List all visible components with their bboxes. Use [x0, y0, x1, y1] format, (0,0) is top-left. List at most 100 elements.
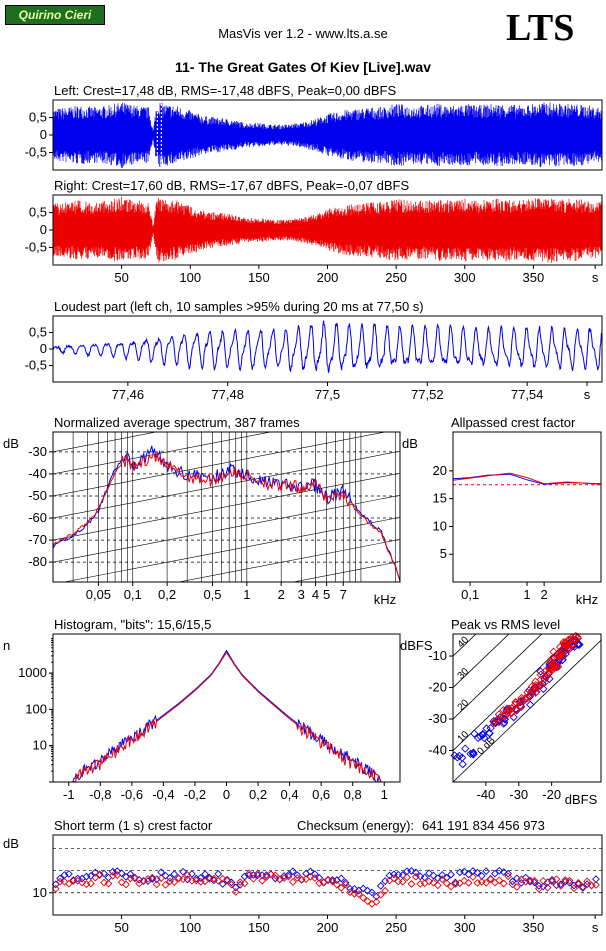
- short-term-crest-point: [359, 893, 368, 902]
- short-term-crest-point: [570, 884, 578, 893]
- short-term-crest-point: [328, 877, 337, 886]
- short-term-crest-point: [592, 880, 600, 889]
- short-term-crest-point: [578, 883, 587, 891]
- allpass-crest-ytick-label: 5: [440, 546, 447, 561]
- waveform-right-ytick-label: 0,5: [29, 205, 47, 220]
- short-term-crest-point: [482, 878, 491, 887]
- short-term-crest-point: [65, 870, 73, 878]
- artist-badge: Quirino Cieri: [5, 5, 105, 25]
- short-term-crest-point: [368, 888, 376, 897]
- spectrum-slope-line: [53, 472, 400, 541]
- short-term-crest-point: [504, 872, 513, 881]
- waveform-right-xtick-label: 150: [248, 270, 270, 285]
- short-term-crest-point: [201, 870, 209, 879]
- peak-vs-rms-point: [461, 744, 470, 753]
- spectrum-slope-line: [53, 606, 400, 673]
- short-term-crest-point: [218, 880, 227, 888]
- peak-vs-rms-point: [567, 640, 577, 649]
- histogram-xtick-label: -1: [63, 787, 75, 802]
- allpass-crest-xtick-label: 2: [541, 587, 548, 602]
- spectrum-xtick-label: 1: [243, 587, 250, 602]
- histogram-xtick-label: 0,2: [249, 787, 267, 802]
- short-term-crest-ytick-label: 10: [33, 885, 47, 900]
- short-term-crest-point: [372, 897, 381, 906]
- peak-vs-rms-point: [526, 700, 535, 709]
- histogram-ytick-label: 10: [33, 738, 47, 753]
- short-term-crest-point: [104, 879, 113, 888]
- short-term-crest-point: [469, 873, 477, 881]
- waveform-left-ytick-label: 0,5: [29, 110, 47, 125]
- short-term-crest-xtick-label: 250: [385, 920, 407, 935]
- short-term-crest-point: [284, 870, 293, 879]
- allpass-crest-ytick-label: 20: [433, 463, 447, 478]
- histogram-ytick-label: 100: [25, 701, 47, 716]
- short-term-crest-point: [271, 871, 280, 880]
- short-term-crest-point: [310, 874, 319, 882]
- spectrum-slope-line: [177, 539, 400, 582]
- loudest-part-ytick-label: 0,5: [29, 325, 47, 340]
- allpass-crest-title: Allpassed crest factor: [451, 415, 576, 430]
- peak-vs-rms-point: [478, 729, 487, 739]
- waveform-left-signal: [52, 102, 602, 168]
- short-term-crest-point: [227, 878, 236, 887]
- short-term-crest-point: [122, 880, 130, 889]
- peak-vs-rms-diagonal-label: 10: [456, 729, 472, 745]
- short-term-crest-point: [390, 874, 398, 883]
- short-term-crest-xtick-label: 200: [317, 920, 339, 935]
- short-term-crest-xtick-label: 300: [454, 920, 476, 935]
- short-term-crest-point: [65, 879, 73, 888]
- allpass-crest-frame: [452, 431, 602, 583]
- waveform-right-signal: [52, 196, 602, 263]
- short-term-crest-point: [56, 877, 65, 886]
- lts-logo: LTS: [506, 7, 575, 49]
- peak-vs-rms-point: [573, 634, 582, 643]
- peak-vs-rms-point: [547, 654, 556, 664]
- short-term-crest-point: [477, 872, 486, 880]
- track-title: 11- The Great Gates Of Kiev [Live].wav: [175, 59, 431, 75]
- short-term-crest-point: [253, 871, 262, 880]
- short-term-crest-point: [574, 878, 583, 887]
- spectrum-grid: [52, 432, 400, 739]
- short-term-crest-point: [411, 868, 420, 877]
- peak-vs-rms-point: [527, 682, 537, 691]
- short-term-crest-point: [354, 890, 363, 899]
- peak-vs-rms-point: [458, 759, 467, 769]
- short-term-crest-point: [188, 876, 196, 885]
- peak-vs-rms-series-right: [489, 631, 582, 727]
- peak-vs-rms-diagonal-label: 40: [456, 634, 472, 650]
- spectrum-xtick-label: 0,2: [158, 587, 176, 602]
- spectrum-ytick-label: -70: [28, 532, 47, 547]
- short-term-crest-point: [341, 878, 350, 887]
- peak-vs-rms-xtick-label: -40: [476, 787, 495, 802]
- short-term-crest-point: [438, 875, 447, 884]
- spectrum-ytick-label: -50: [28, 488, 47, 503]
- short-term-crest-point: [565, 876, 574, 885]
- spectrum-slope-line: [53, 494, 400, 563]
- spectrum-xtick-label: 5: [323, 587, 330, 602]
- short-term-crest-point: [51, 880, 60, 889]
- peak-vs-rms-diagonal-label: 20: [456, 697, 472, 713]
- short-term-crest-point: [337, 883, 346, 892]
- short-term-crest-point: [289, 867, 297, 876]
- app-title: MasVis ver 1.2 - www.lts.a.se: [218, 26, 388, 41]
- peak-vs-rms-point: [507, 708, 516, 717]
- spectrum-slope-line: [53, 650, 400, 717]
- short-term-crest-point: [420, 873, 429, 882]
- peak-vs-rms-point: [505, 705, 515, 714]
- short-term-crest-checksum-label: Checksum (energy):: [297, 818, 414, 833]
- short-term-crest-point: [394, 870, 403, 879]
- histogram-xtick-label: 0,6: [312, 787, 330, 802]
- peak-vs-rms-ytick-label: -40: [428, 743, 447, 758]
- short-term-crest-point: [499, 879, 508, 888]
- short-term-crest-series-right: [51, 869, 600, 908]
- histogram-title: Histogram, "bits": 15,6/15,5: [54, 617, 211, 632]
- peak-vs-rms-point: [564, 635, 573, 645]
- short-term-crest-point: [407, 880, 416, 888]
- waveform-right-xtick-label: 350: [523, 270, 545, 285]
- spectrum-slope-line: [53, 672, 400, 739]
- peak-vs-rms-point: [470, 729, 479, 738]
- short-term-crest-point: [240, 879, 249, 888]
- allpass-crest-xlabel: kHz: [576, 592, 598, 607]
- short-term-crest-point: [328, 876, 337, 884]
- spectrum-slope-line: [53, 628, 400, 695]
